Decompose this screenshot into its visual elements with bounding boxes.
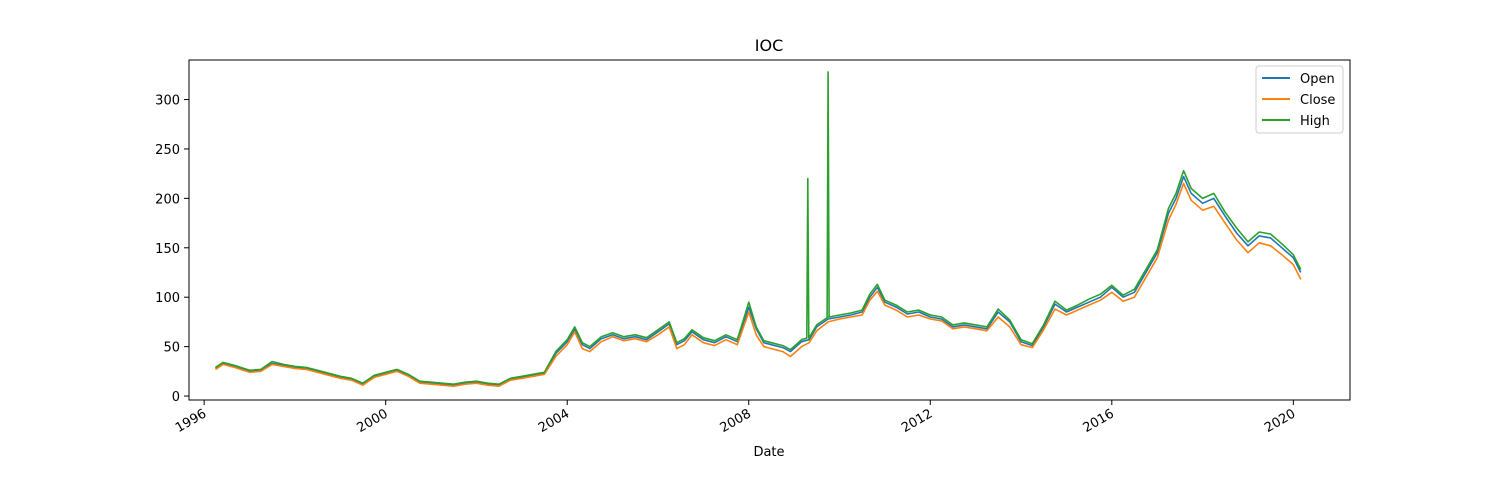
x-axis-label: Date (753, 445, 784, 460)
y-tick-label: 150 (155, 242, 180, 257)
plot-area (215, 71, 1302, 387)
y-tick-label: 300 (155, 94, 180, 109)
series-line-close (215, 182, 1302, 387)
legend: Open Close High (1255, 65, 1344, 134)
y-tick-label: 250 (155, 143, 180, 158)
series-line-high (215, 71, 1302, 385)
y-axis: 0 50 100 150 200 250 300 (155, 94, 189, 405)
y-tick-label: 50 (163, 341, 180, 356)
y-tick-label: 0 (172, 390, 180, 405)
legend-label-open: Open (1300, 72, 1335, 87)
legend-box (1255, 65, 1344, 134)
y-tick-label: 200 (155, 192, 180, 207)
y-tick-label: 100 (155, 291, 180, 306)
legend-label-high: High (1300, 114, 1330, 129)
chart-title: IOC (755, 36, 783, 55)
plot-frame (188, 59, 1351, 401)
legend-label-close: Close (1300, 93, 1335, 108)
series-line-open (215, 175, 1302, 386)
